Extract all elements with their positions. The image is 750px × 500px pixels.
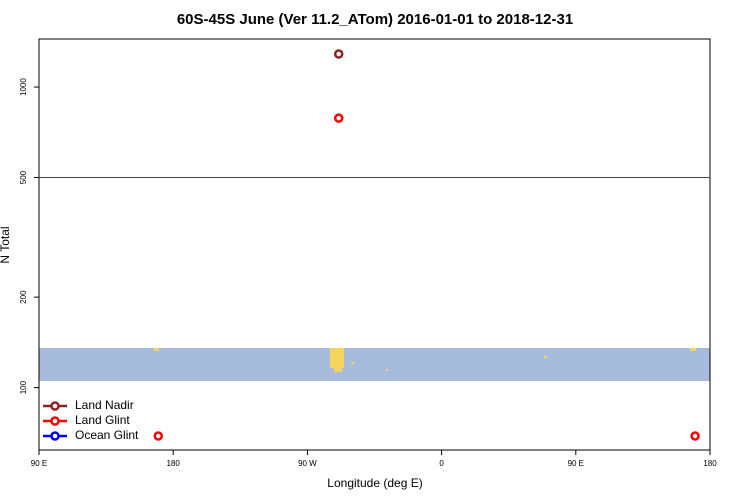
legend-marker	[50, 431, 60, 441]
legend-marker	[50, 416, 60, 426]
map-land	[544, 356, 547, 358]
chart-title: 60S-45S June (Ver 11.2_ATom) 2016-01-01 …	[177, 11, 573, 28]
legend-marker	[50, 401, 60, 411]
point	[333, 113, 344, 123]
x-tick-label: 90 E	[31, 459, 47, 468]
x-axis-label: Longitude (deg E)	[327, 476, 422, 490]
legend-label: Land Glint	[75, 413, 130, 427]
y-axis-label: N Total	[0, 226, 12, 263]
y-tick-label: 1000	[19, 78, 28, 96]
plot-frame	[38, 38, 711, 451]
x-tick-label: 90 E	[568, 459, 584, 468]
y-tick-label: 100	[19, 380, 28, 394]
legend-label: Ocean Glint	[75, 428, 139, 442]
map-band	[39, 348, 710, 381]
point	[333, 49, 344, 59]
point	[690, 431, 700, 441]
legend-label: Land Nadir	[75, 398, 134, 412]
map-land	[334, 364, 342, 372]
x-tick-label: 180	[167, 459, 181, 468]
map-land	[154, 348, 159, 351]
x-tick-label: 180	[703, 459, 717, 468]
map-land	[330, 348, 344, 368]
x-tick-label: 90 W	[298, 459, 317, 468]
map-land	[386, 369, 388, 371]
x-tick-label: 0	[439, 459, 444, 468]
map-ocean	[39, 348, 710, 381]
y-tick-label: 500	[19, 170, 28, 184]
y-tick-label: 200	[19, 290, 28, 304]
map-land	[351, 362, 354, 364]
map-land	[690, 348, 696, 351]
point	[153, 431, 164, 441]
